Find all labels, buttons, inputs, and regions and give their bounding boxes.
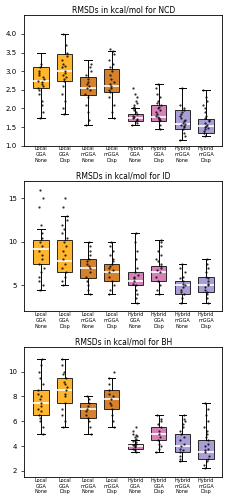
PathPatch shape xyxy=(174,110,189,129)
Title: RMSDs in kcal/mol for NCD: RMSDs in kcal/mol for NCD xyxy=(72,6,174,15)
PathPatch shape xyxy=(57,378,72,402)
PathPatch shape xyxy=(151,428,166,440)
PathPatch shape xyxy=(127,272,142,285)
PathPatch shape xyxy=(127,114,142,122)
PathPatch shape xyxy=(197,440,213,458)
PathPatch shape xyxy=(33,240,48,264)
PathPatch shape xyxy=(33,390,48,415)
PathPatch shape xyxy=(80,402,95,417)
PathPatch shape xyxy=(127,444,142,448)
PathPatch shape xyxy=(33,68,48,88)
PathPatch shape xyxy=(80,260,95,278)
PathPatch shape xyxy=(104,70,119,92)
PathPatch shape xyxy=(104,390,119,409)
PathPatch shape xyxy=(151,266,166,281)
PathPatch shape xyxy=(80,77,95,96)
PathPatch shape xyxy=(174,434,189,452)
PathPatch shape xyxy=(57,54,72,80)
PathPatch shape xyxy=(151,104,166,122)
PathPatch shape xyxy=(104,264,119,281)
PathPatch shape xyxy=(197,119,213,132)
Title: RMSDs in kcal/mol for BH: RMSDs in kcal/mol for BH xyxy=(74,337,171,346)
PathPatch shape xyxy=(197,276,213,292)
PathPatch shape xyxy=(174,281,189,294)
PathPatch shape xyxy=(57,240,72,272)
Title: RMSDs in kcal/mol for ID: RMSDs in kcal/mol for ID xyxy=(76,172,170,180)
